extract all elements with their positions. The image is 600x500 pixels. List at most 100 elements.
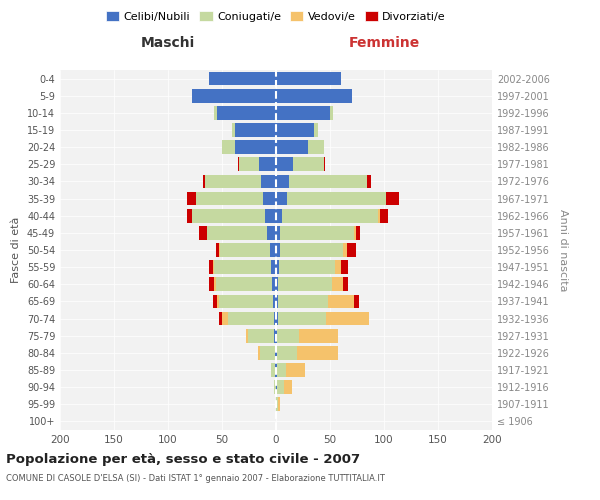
Bar (347, 243, 356, 257)
Bar (276, 312, 278, 326)
Bar (196, 192, 263, 205)
Bar (276, 140, 308, 154)
Bar (323, 158, 325, 171)
Bar (276, 329, 277, 342)
Bar (386, 192, 399, 205)
Bar (272, 278, 276, 291)
Bar (280, 243, 343, 257)
Bar (276, 363, 277, 377)
Bar (220, 243, 269, 257)
Bar (261, 174, 276, 188)
Bar (276, 398, 278, 411)
Bar (215, 243, 219, 257)
Bar (271, 260, 276, 274)
Bar (276, 174, 289, 188)
Bar (341, 260, 349, 274)
Bar (219, 312, 222, 326)
Bar (276, 260, 279, 274)
Bar (205, 174, 261, 188)
Bar (263, 192, 276, 205)
Bar (276, 294, 278, 308)
Bar (276, 278, 278, 291)
Bar (277, 363, 286, 377)
Bar (207, 226, 268, 239)
Bar (276, 209, 283, 222)
Bar (278, 294, 328, 308)
Bar (246, 329, 248, 342)
Bar (276, 243, 280, 257)
Bar (308, 140, 323, 154)
Bar (277, 380, 284, 394)
Bar (276, 106, 330, 120)
Bar (214, 278, 215, 291)
Bar (276, 123, 314, 137)
Bar (259, 158, 276, 171)
Text: Popolazione per età, sesso e stato civile - 2007: Popolazione per età, sesso e stato civil… (6, 452, 360, 466)
Bar (217, 106, 276, 120)
Bar (380, 209, 388, 222)
Bar (276, 89, 352, 102)
Bar (367, 174, 371, 188)
Bar (232, 123, 235, 137)
Bar (276, 380, 277, 394)
Bar (293, 158, 323, 171)
Bar (274, 380, 276, 394)
Bar (271, 363, 275, 377)
Bar (280, 226, 354, 239)
Bar (354, 294, 359, 308)
Bar (273, 294, 276, 308)
Text: Maschi: Maschi (141, 36, 195, 50)
Bar (214, 294, 217, 308)
Bar (286, 363, 305, 377)
Bar (276, 72, 341, 86)
Bar (335, 260, 341, 274)
Bar (214, 260, 271, 274)
Bar (187, 209, 192, 222)
Bar (209, 72, 276, 86)
Bar (257, 346, 260, 360)
Text: Femmine: Femmine (349, 36, 419, 50)
Bar (203, 174, 205, 188)
Bar (192, 89, 276, 102)
Y-axis label: Anni di nascita: Anni di nascita (558, 209, 568, 291)
Bar (278, 398, 280, 411)
Bar (229, 312, 274, 326)
Bar (343, 278, 349, 291)
Bar (276, 192, 287, 205)
Bar (222, 140, 235, 154)
Bar (276, 158, 293, 171)
Bar (217, 294, 219, 308)
Bar (268, 226, 276, 239)
Bar (278, 278, 332, 291)
Y-axis label: Fasce di età: Fasce di età (11, 217, 21, 283)
Bar (209, 278, 214, 291)
Bar (209, 260, 214, 274)
Bar (277, 346, 296, 360)
Bar (343, 243, 347, 257)
Bar (276, 346, 277, 360)
Bar (276, 226, 280, 239)
Bar (274, 312, 276, 326)
Bar (215, 278, 272, 291)
Bar (192, 209, 265, 222)
Bar (219, 243, 220, 257)
Bar (260, 346, 275, 360)
Bar (187, 192, 196, 205)
Bar (278, 312, 326, 326)
Bar (238, 158, 239, 171)
Bar (356, 226, 360, 239)
Bar (222, 312, 229, 326)
Bar (275, 363, 276, 377)
Text: COMUNE DI CASOLE D'ELSA (SI) - Dati ISTAT 1° gennaio 2007 - Elaborazione TUTTITA: COMUNE DI CASOLE D'ELSA (SI) - Dati ISTA… (6, 474, 385, 483)
Bar (248, 329, 274, 342)
Legend: Celibi/Nubili, Coniugati/e, Vedovi/e, Divorziati/e: Celibi/Nubili, Coniugati/e, Vedovi/e, Di… (103, 8, 449, 25)
Bar (235, 140, 276, 154)
Bar (377, 209, 380, 222)
Bar (265, 209, 276, 222)
Bar (296, 346, 338, 360)
Bar (299, 329, 338, 342)
Bar (239, 158, 259, 171)
Bar (214, 106, 217, 120)
Bar (199, 226, 207, 239)
Bar (275, 346, 276, 360)
